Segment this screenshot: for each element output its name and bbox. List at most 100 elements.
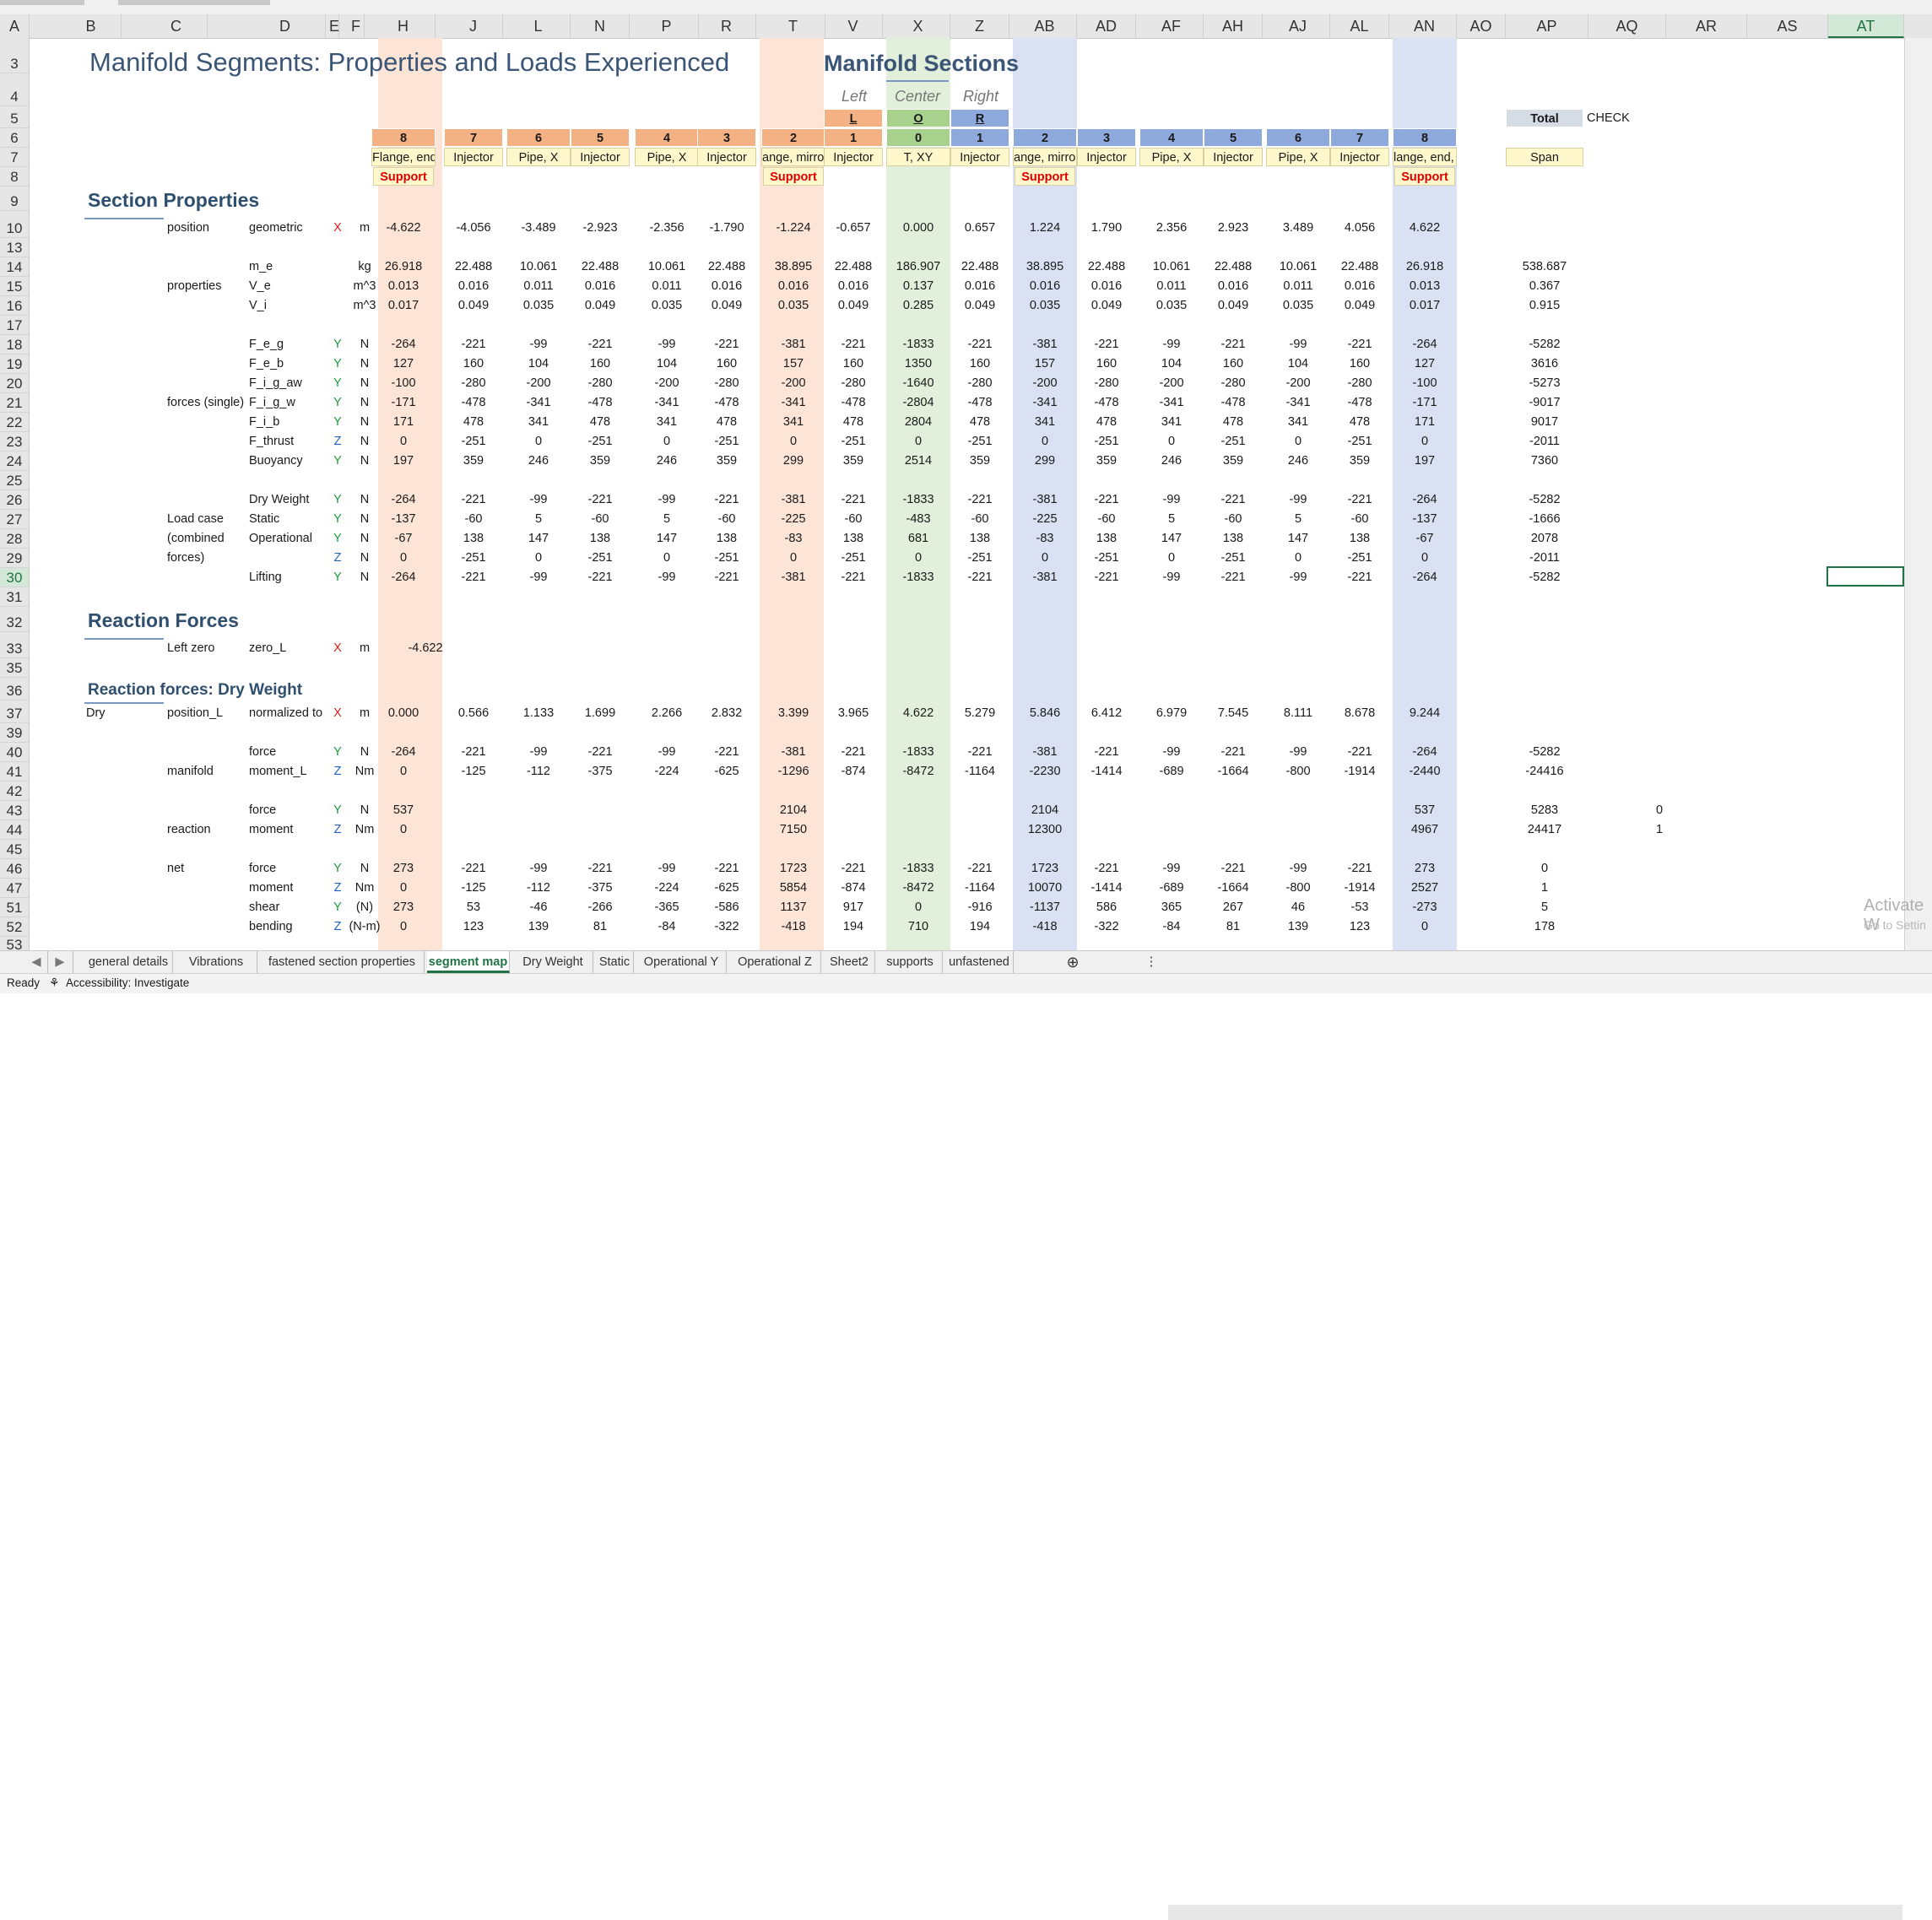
column-header-e[interactable]: E (329, 14, 339, 38)
value-cell: -381 (781, 338, 806, 351)
column-header-f[interactable]: F (348, 14, 365, 38)
column-header-l[interactable]: L (506, 14, 571, 38)
row-header-21[interactable]: 21 (0, 393, 29, 413)
row-header-47[interactable]: 47 (0, 879, 29, 898)
row-header-36[interactable]: 36 (0, 681, 29, 700)
tab-sheet2[interactable]: Sheet2 (824, 951, 875, 973)
row-header-25[interactable]: 25 (0, 471, 29, 490)
tab-static[interactable]: Static (596, 951, 634, 973)
row-header-14[interactable]: 14 (0, 257, 29, 277)
row-header-52[interactable]: 52 (0, 917, 29, 937)
row-header-24[interactable]: 24 (0, 452, 29, 471)
row-header-6[interactable]: 6 (0, 128, 29, 148)
column-header-b[interactable]: B (61, 14, 122, 38)
row-header-35[interactable]: 35 (0, 658, 29, 678)
row-header-51[interactable]: 51 (0, 898, 29, 917)
column-header-n[interactable]: N (571, 14, 630, 38)
column-header-p[interactable]: P (635, 14, 699, 38)
row-header-46[interactable]: 46 (0, 859, 29, 879)
tab-fastened-section-properties[interactable]: fastened section properties (260, 951, 425, 973)
tab-options-icon[interactable]: ⋮ (1145, 955, 1158, 969)
column-header-h[interactable]: H (371, 14, 436, 38)
tab-supports[interactable]: supports (878, 951, 943, 973)
value-cell: 341 (782, 415, 804, 429)
column-header-z[interactable]: Z (950, 14, 1009, 38)
column-header-ao[interactable]: AO (1457, 14, 1506, 38)
row-header-18[interactable]: 18 (0, 335, 29, 354)
accessibility-status[interactable]: Accessibility: Investigate (66, 976, 190, 989)
column-header-an[interactable]: AN (1393, 14, 1457, 38)
row-header-44[interactable]: 44 (0, 820, 29, 840)
tab-unfastened[interactable]: unfastened (945, 951, 1014, 973)
add-sheet-button[interactable]: ⊕ (1066, 954, 1080, 971)
column-header-r[interactable]: R (697, 14, 756, 38)
column-header-aq[interactable]: AQ (1588, 14, 1666, 38)
row-header-10[interactable]: 10 (0, 219, 29, 238)
tab-general-details[interactable]: general details (84, 951, 173, 973)
row-header-29[interactable]: 29 (0, 549, 29, 568)
row-header-7[interactable]: 7 (0, 148, 29, 167)
sheet-grid[interactable] (29, 38, 1902, 950)
column-header-af[interactable]: AF (1139, 14, 1204, 38)
row-header-30[interactable]: 30 (0, 568, 29, 587)
selected-cell[interactable] (1826, 566, 1904, 587)
row-header-32[interactable]: 32 (0, 613, 29, 632)
row-header-40[interactable]: 40 (0, 743, 29, 762)
tab-dry-weight[interactable]: Dry Weight (513, 951, 593, 973)
row-header-41[interactable]: 41 (0, 762, 29, 782)
tab-nav-prev[interactable]: ◀ (25, 951, 48, 973)
tab-nav-next[interactable]: ▶ (47, 951, 73, 973)
row-header-26[interactable]: 26 (0, 490, 29, 510)
column-header-aj[interactable]: AJ (1266, 14, 1330, 38)
row-header-23[interactable]: 23 (0, 432, 29, 452)
row-header-37[interactable]: 37 (0, 704, 29, 723)
column-header-d[interactable]: D (245, 14, 326, 38)
value-cell: -60 (1097, 512, 1116, 526)
row-header-31[interactable]: 31 (0, 587, 29, 607)
accessibility-icon[interactable]: ⚘ (49, 976, 60, 989)
vertical-scrollbar[interactable] (1904, 38, 1932, 950)
row-header-27[interactable]: 27 (0, 510, 29, 529)
row-header-8[interactable]: 8 (0, 167, 29, 187)
horizontal-scrollbar[interactable] (1168, 1905, 1902, 1920)
tab-operational-z[interactable]: Operational Z (729, 951, 821, 973)
column-header-al[interactable]: AL (1330, 14, 1389, 38)
tab-vibrations[interactable]: Vibrations (176, 951, 257, 973)
row-header-19[interactable]: 19 (0, 354, 29, 374)
row-header-28[interactable]: 28 (0, 529, 29, 549)
value-cell: 478 (842, 415, 864, 429)
column-header-ar[interactable]: AR (1666, 14, 1747, 38)
column-header-t[interactable]: T (761, 14, 825, 38)
row-header-17[interactable]: 17 (0, 316, 29, 335)
row-header-13[interactable]: 13 (0, 238, 29, 257)
column-header-ab[interactable]: AB (1013, 14, 1077, 38)
tab-operational-y[interactable]: Operational Y (636, 951, 727, 973)
column-header-as[interactable]: AS (1747, 14, 1828, 38)
row-header-3[interactable]: 3 (0, 54, 29, 73)
value-cell: 2.266 (651, 706, 683, 720)
row-header-5[interactable]: 5 (0, 109, 29, 128)
row-header-33[interactable]: 33 (0, 639, 29, 658)
row-header-9[interactable]: 9 (0, 192, 29, 211)
row-header-43[interactable]: 43 (0, 801, 29, 820)
column-header-ap[interactable]: AP (1506, 14, 1588, 38)
tab-segment-map[interactable]: segment map (427, 951, 510, 973)
row-header-42[interactable]: 42 (0, 782, 29, 801)
column-header-j[interactable]: J (444, 14, 503, 38)
row-header-20[interactable]: 20 (0, 374, 29, 393)
row-header-16[interactable]: 16 (0, 296, 29, 316)
sheet-tab-bar[interactable]: ◀ ▶ general details Vibrations fastened se… (0, 950, 1932, 1920)
column-header-a[interactable]: A (0, 14, 30, 38)
segment-number: 4 (635, 128, 699, 147)
column-header-c[interactable]: C (145, 14, 208, 38)
row-header-39[interactable]: 39 (0, 723, 29, 743)
column-header-ad[interactable]: AD (1077, 14, 1136, 38)
row-header-45[interactable]: 45 (0, 840, 29, 859)
row-header-4[interactable]: 4 (0, 87, 29, 106)
column-header-at[interactable]: AT (1828, 14, 1904, 38)
column-header-ah[interactable]: AH (1204, 14, 1263, 38)
row-header-15[interactable]: 15 (0, 277, 29, 296)
column-header-v[interactable]: V (824, 14, 883, 38)
column-header-x[interactable]: X (886, 14, 950, 38)
row-header-22[interactable]: 22 (0, 413, 29, 432)
